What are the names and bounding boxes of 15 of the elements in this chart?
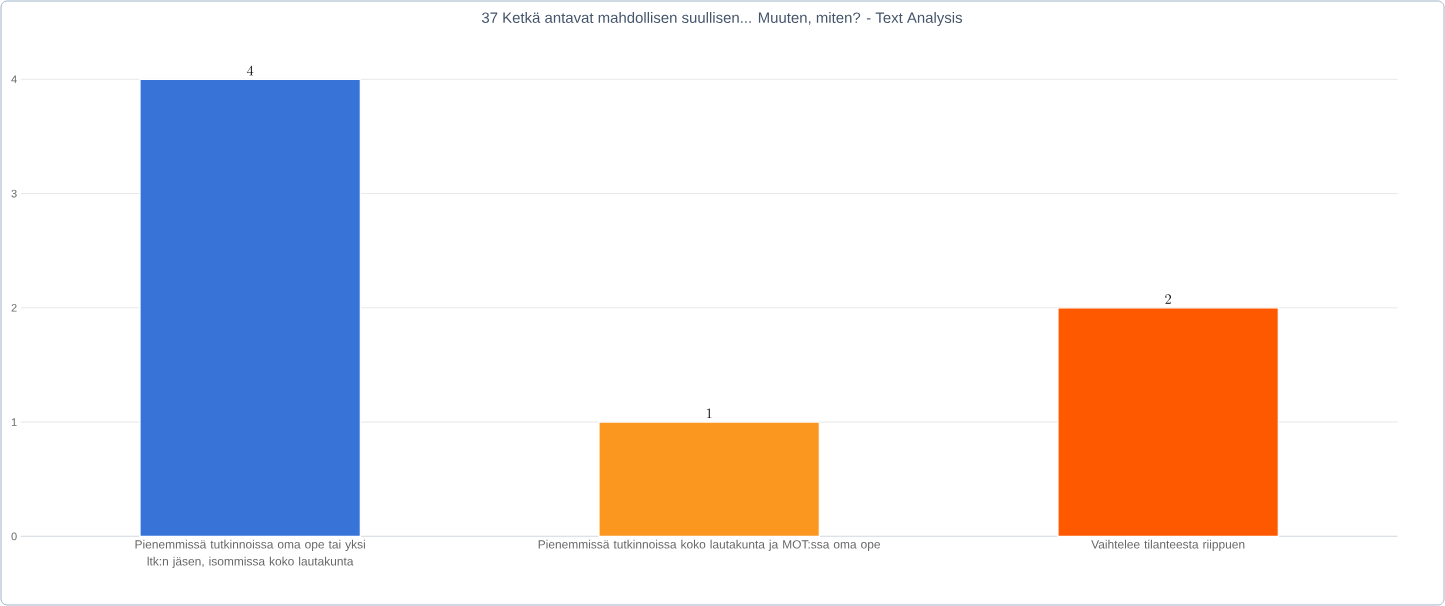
y-tick-label: 2: [11, 303, 17, 312]
data-label: 4: [247, 65, 254, 76]
x-tick-label: Pienemmissä tutkinnoissa oma ope tai yksi ltk:n jäsen, isommissa koko lautakunta: [135, 539, 365, 568]
bar: [598, 421, 820, 537]
y-tick-label: 3: [11, 189, 17, 198]
data-label: 1: [706, 408, 712, 419]
chart-title: 37 Ketkä antavat mahdollisen suullisen... Muuten, miten? - Text Analysis: [481, 12, 962, 26]
x-tick-label: Vaihtelee tilanteesta riippuen: [1091, 539, 1245, 551]
x-tick-label: Pienemmissä tutkinnoissa koko lautakunta ja MOT:ssa oma ope: [538, 539, 880, 551]
data-label: 2: [1165, 294, 1171, 304]
y-tick-label: 4: [11, 75, 17, 84]
y-tick-label: 0: [11, 532, 17, 541]
bar: [1057, 307, 1279, 537]
bar: [139, 78, 361, 537]
y-tick-label: 1: [11, 418, 17, 426]
